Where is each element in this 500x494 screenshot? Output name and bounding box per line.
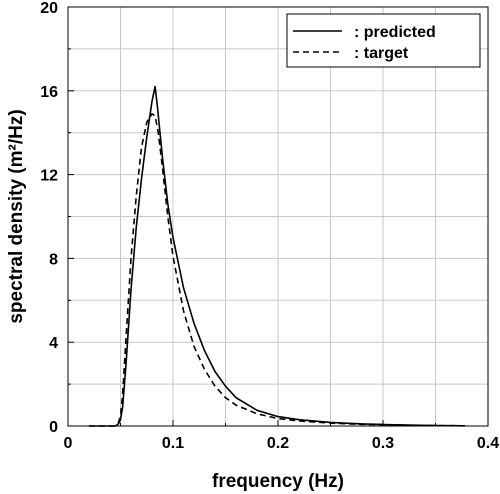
y-tick-label: 8 [49,251,58,268]
legend-box [286,13,481,68]
legend-label-predicted: : predicted [354,24,436,41]
axis-ticks [67,6,489,427]
legend-label-target: : target [354,45,409,62]
y-tick-label: 16 [40,84,58,101]
x-tick-label: 0.3 [372,435,394,452]
y-tick-label: 12 [40,168,58,185]
x-tick-label: 0 [64,435,73,452]
x-tick-label: 0.1 [162,435,184,452]
y-tick-label: 0 [49,419,58,436]
y-tick-label: 4 [49,335,58,352]
x-axis-title: frequency (Hz) [212,471,344,492]
x-tick-label: 0.4 [477,435,499,452]
legend: : predicted : target [286,13,481,68]
y-tick-label: 20 [40,0,58,17]
x-tick-label: 0.2 [267,435,289,452]
y-axis-title: spectral density (m²/Hz) [6,109,27,323]
